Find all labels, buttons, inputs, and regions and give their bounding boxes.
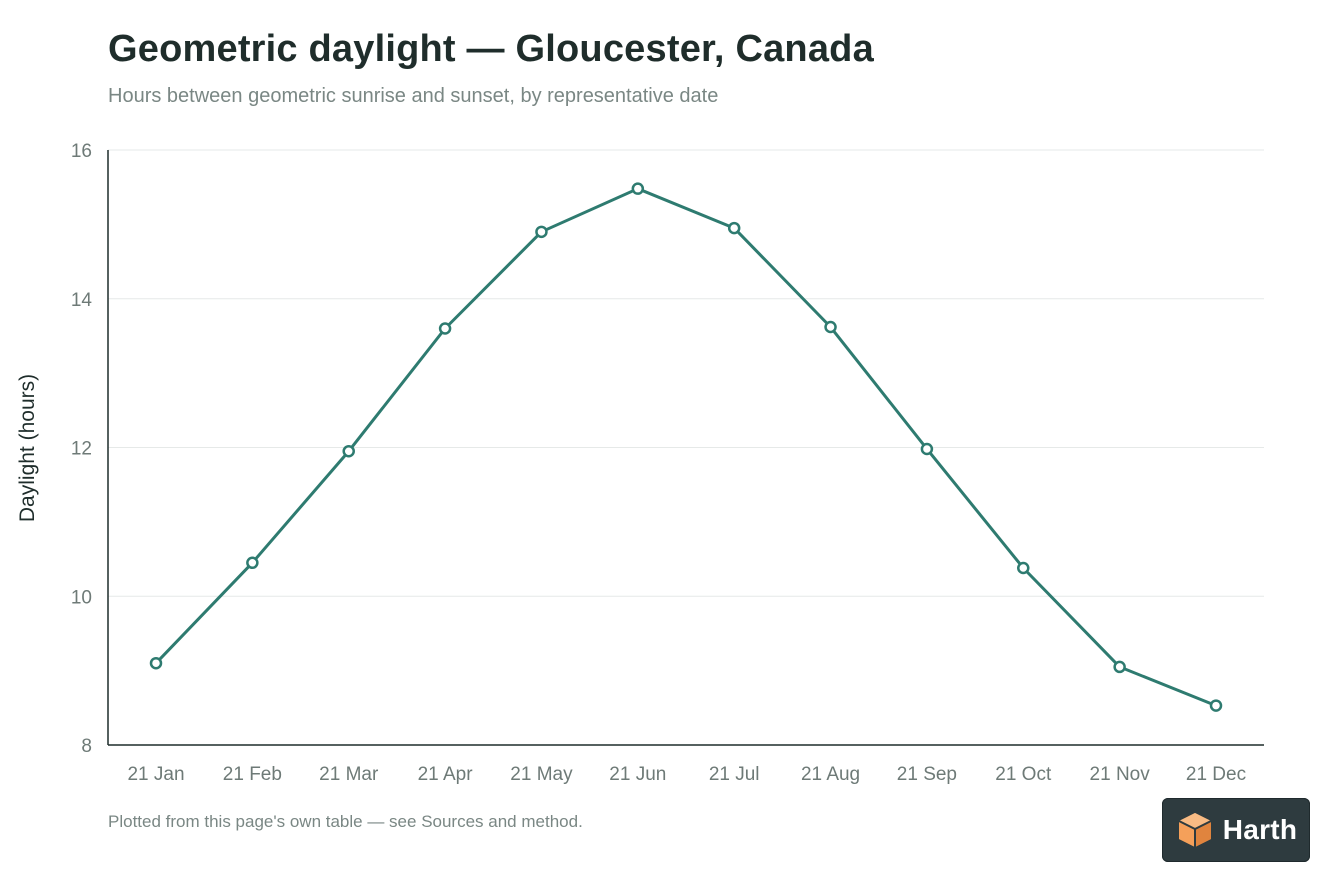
x-tick-label: 21 Jul (709, 764, 760, 785)
series-line (154, 187, 1217, 707)
data-point[interactable] (1017, 561, 1030, 575)
chart-title: Geometric daylight — Gloucester, Canada (108, 28, 874, 70)
x-tick-label: 21 Feb (223, 764, 282, 785)
data-point[interactable] (246, 556, 259, 570)
data-point[interactable] (149, 656, 163, 670)
x-tick-label: 21 Aug (801, 764, 860, 785)
x-tick-label: 21 Jun (609, 764, 666, 785)
y-tick-label: 12 (71, 439, 92, 460)
data-point[interactable] (342, 444, 355, 458)
chart-footnote: Plotted from this page's own table — see… (108, 812, 583, 831)
x-tick-label: 21 Nov (1090, 764, 1151, 785)
data-point[interactable] (438, 322, 452, 335)
y-tick-label: 8 (81, 736, 92, 757)
x-tick-label: 21 Mar (319, 764, 379, 785)
x-tick-labels: 21 Jan 21 Feb 21 Mar 21 Apr 21 May 21 Jun 21 J… (127, 764, 1246, 785)
x-tick-label: 21 May (510, 764, 573, 785)
y-tick-label: 10 (71, 587, 92, 608)
cube-logo-icon (1178, 813, 1212, 847)
y-tick-label: 16 (71, 141, 92, 162)
brand-name: Harth (1222, 814, 1298, 845)
gridlines (108, 149, 1264, 597)
data-point[interactable] (631, 182, 645, 195)
data-point[interactable] (1113, 660, 1126, 674)
data-point[interactable] (535, 225, 548, 239)
y-tick-label: 14 (71, 290, 93, 311)
chart-subtitle: Hours between geometric sunrise and suns… (108, 85, 719, 107)
data-point[interactable] (824, 320, 837, 334)
x-tick-label: 21 Sep (897, 764, 957, 785)
brand-badge[interactable]: Harth (1162, 798, 1310, 862)
x-tick-label: 21 Dec (1186, 764, 1246, 785)
y-axis-title: Daylight (hours) (16, 374, 39, 522)
x-tick-label: 21 Apr (418, 764, 474, 785)
data-point[interactable] (1209, 699, 1223, 712)
x-tick-label: 21 Oct (995, 764, 1052, 785)
data-point[interactable] (727, 221, 741, 235)
series-daylight (149, 182, 1223, 712)
y-tick-labels: 8 10 12 14 16 (71, 141, 93, 757)
axes (107, 150, 1264, 746)
x-tick-label: 21 Jan (127, 764, 184, 785)
data-point[interactable] (920, 442, 934, 456)
